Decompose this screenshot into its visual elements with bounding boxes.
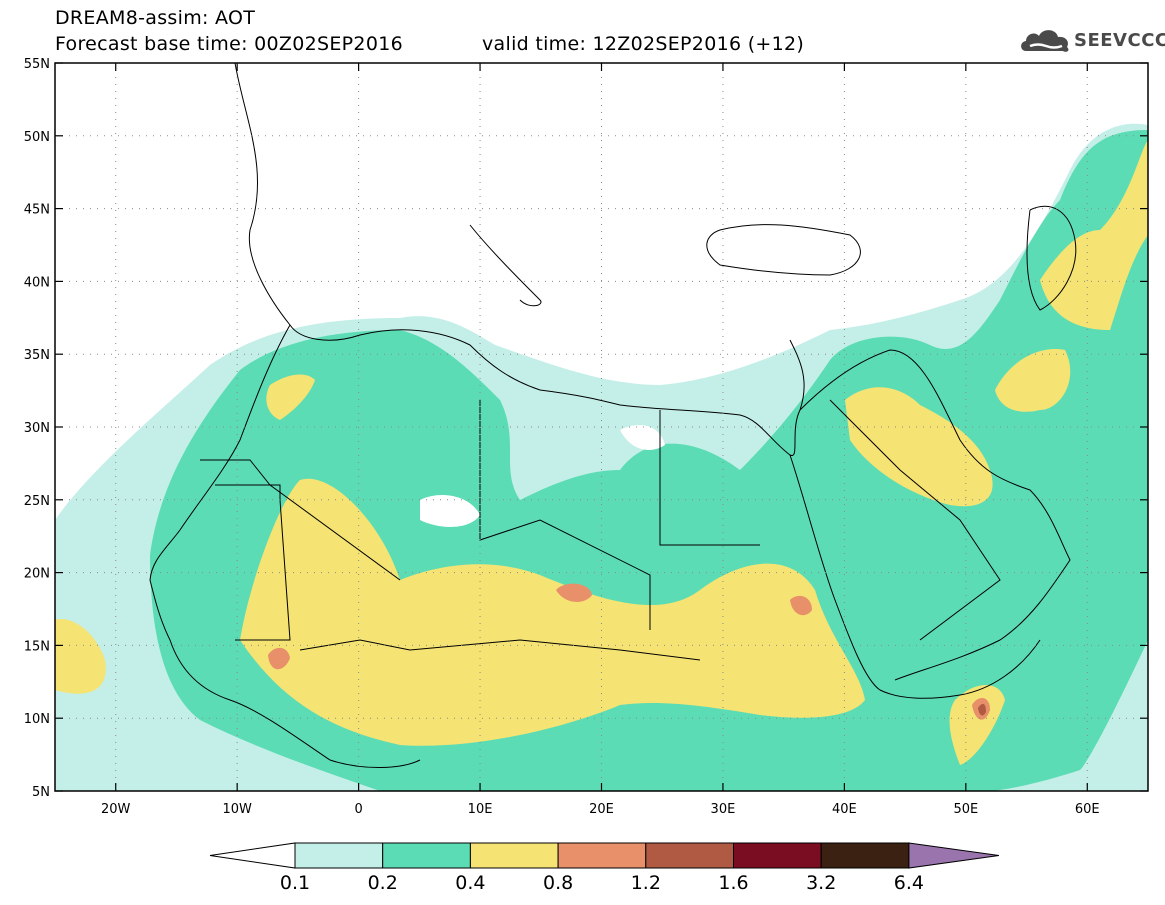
colorbar-swatch <box>469 842 559 869</box>
lon-label: 10E <box>468 802 493 817</box>
coastline-west-africa <box>149 324 421 768</box>
coastline-red-sea <box>789 454 1041 699</box>
valid-time: valid time: 12Z02SEP2016 (+12) <box>482 33 805 55</box>
forecast-base-time: Forecast base time: 00Z02SEP2016 <box>55 33 403 55</box>
cloud-icon <box>1021 30 1069 52</box>
lon-label: 0 <box>354 802 362 817</box>
aot-field <box>55 123 1148 791</box>
colorbar-label: 0.2 <box>368 872 398 894</box>
colorbar-label: 0.4 <box>455 872 485 894</box>
lat-label: 45N <box>24 203 50 218</box>
colorbar-swatch <box>820 842 910 869</box>
colorbar-label: 1.2 <box>631 872 661 894</box>
lat-label: 30N <box>24 421 50 436</box>
colorbar-swatch <box>294 842 384 869</box>
lon-label: 10W <box>222 802 252 817</box>
lat-label: 10N <box>24 712 50 727</box>
aot-band-0.4-horn <box>949 685 1005 765</box>
aot-clear-1 <box>420 495 480 527</box>
lat-label: 50N <box>24 130 50 145</box>
map-title: DREAM8-assim: AOT <box>55 7 256 29</box>
lon-label: 30E <box>711 802 736 817</box>
coastline-black-sea <box>706 224 861 276</box>
aot-band-1.2-spot <box>978 703 986 716</box>
lat-label: 35N <box>24 348 50 363</box>
colorbar-swatch <box>382 842 471 869</box>
logo-text: SEEVCCC <box>1074 30 1165 51</box>
colorbar-swatch <box>557 842 647 869</box>
border-sahara-1 <box>200 459 401 581</box>
colorbar-label: 6.4 <box>894 872 924 894</box>
lat-label: 15N <box>24 639 50 654</box>
border-sahara-2 <box>479 400 651 630</box>
lon-label: 20W <box>101 802 131 817</box>
seevccc-logo: SEEVCCC <box>1018 24 1165 56</box>
aot-band-0.4-atlantic <box>55 619 106 694</box>
colorbar-lower-arrow <box>209 842 296 869</box>
aot-band-0.4-arabia <box>845 387 993 507</box>
longitude-labels: 20W 10W 0 10E 20E 30E 40E 50E 60E <box>101 802 1100 817</box>
coastline-caspian <box>1026 205 1077 311</box>
lat-label: 5N <box>32 785 50 800</box>
latitude-labels: 55N 50N 45N 40N 35N 30N 25N 20N 15N 10N 5N <box>24 57 50 800</box>
lat-label: 55N <box>24 57 50 72</box>
lat-label: 40N <box>24 275 50 290</box>
colorbar-label: 0.8 <box>543 872 573 894</box>
colorbar-label: 0.1 <box>280 872 310 894</box>
aot-band-0.8-c <box>790 595 812 616</box>
colorbar-label: 3.2 <box>806 872 836 894</box>
border-libya-egypt <box>659 410 760 546</box>
lon-label: 50E <box>953 802 978 817</box>
aot-band-0.8-a <box>556 583 592 602</box>
coastlines-and-borders <box>149 63 1077 768</box>
colorbar-upper-arrow <box>908 842 999 869</box>
aot-band-0.4-morocco <box>266 374 315 420</box>
border-sahel <box>299 639 701 661</box>
coastline-europe-africa <box>234 63 805 456</box>
aot-band-0.4-iran <box>995 349 1071 412</box>
lon-label: 40E <box>832 802 857 817</box>
colorbar-label: 1.6 <box>718 872 748 894</box>
coastline-italy <box>469 224 542 307</box>
coastline-arabia <box>799 349 1071 681</box>
aot-band-0.4-sahel <box>240 478 865 746</box>
lon-label: 60E <box>1075 802 1100 817</box>
colorbar-legend: 0.1 0.2 0.4 0.8 1.2 1.6 3.2 6.4 <box>209 842 999 894</box>
colorbar-swatch <box>645 842 734 869</box>
aot-clear-2 <box>620 425 665 450</box>
lat-label: 25N <box>24 494 50 509</box>
colorbar-swatch <box>733 842 822 869</box>
graticule <box>55 62 1148 792</box>
lat-label: 20N <box>24 567 50 582</box>
lon-label: 20E <box>589 802 614 817</box>
aot-band-0.8-b <box>268 647 290 670</box>
border-arabia <box>829 399 1001 641</box>
